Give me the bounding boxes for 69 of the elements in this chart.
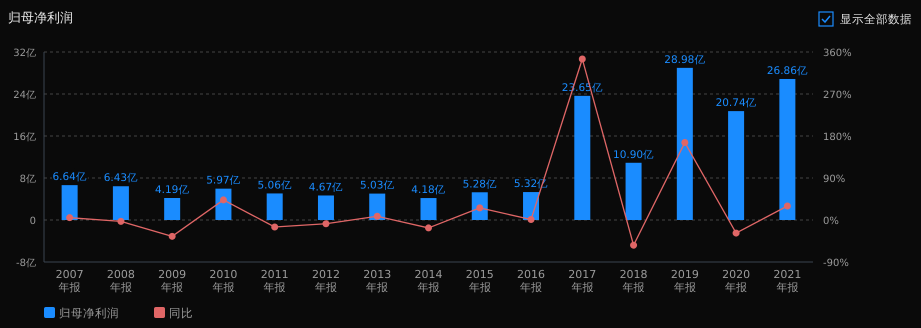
category-label: 2021 年报 (773, 268, 802, 294)
point (117, 218, 124, 225)
data-label: 10.90亿 (613, 148, 654, 161)
category-label: 2014 年报 (414, 268, 442, 294)
bar (574, 96, 590, 220)
category-label: 2019 年报 (670, 268, 699, 294)
y-tick-label: 32亿 (13, 48, 36, 59)
text: 360% (823, 48, 852, 59)
text: 90% (823, 174, 846, 185)
point (322, 220, 330, 228)
bar (420, 198, 436, 220)
data-label: 5.06亿 (258, 179, 292, 192)
text: 270% (823, 90, 852, 101)
category-label: 2009 年报 (158, 268, 186, 294)
data-label: 5.97亿 (206, 174, 241, 187)
data-label: 20.74亿 (716, 97, 757, 110)
point (168, 232, 176, 240)
category-label: 2012 年报 (312, 268, 340, 294)
y-tick-label: 8亿 (20, 174, 36, 185)
point (578, 56, 586, 62)
point (732, 230, 740, 237)
data-label: 28.98亿 (664, 54, 706, 66)
point (425, 224, 432, 232)
category-label: 2020 年报 (722, 268, 750, 294)
y-tick-label: -8亿 (16, 258, 36, 269)
point (528, 216, 535, 224)
bar (62, 185, 78, 220)
bar (676, 68, 693, 220)
y-tick-label: 0 (30, 216, 36, 227)
data-label: 6.43亿 (104, 172, 138, 184)
category-label: 2007 年报 (56, 268, 84, 294)
legend-label: 归母净利润 (59, 306, 119, 320)
bar (112, 186, 129, 220)
category-label: 2013 年报 (363, 268, 392, 294)
bar (728, 111, 744, 220)
text: 0% (823, 216, 839, 227)
bar (779, 78, 796, 220)
text: -90% (823, 258, 849, 269)
bar (318, 195, 334, 220)
bar (626, 162, 642, 220)
category-label: 2011 年报 (260, 268, 289, 294)
text: 180% (823, 132, 852, 143)
data-label: 4.67亿 (308, 181, 344, 194)
point (271, 224, 278, 230)
bar (266, 193, 283, 220)
control-checkbox: 显示全部数据 (818, 11, 912, 27)
chart-title: 归母净利润 (8, 11, 73, 26)
category-label: 2008 年报 (106, 268, 135, 294)
data-label: 26.86亿 (766, 64, 808, 77)
point (374, 212, 381, 220)
point (220, 196, 227, 204)
bar (164, 198, 180, 220)
data-label: 4.18亿 (411, 184, 446, 196)
point (681, 139, 688, 146)
point (630, 242, 638, 249)
category-label: 2017 年报 (568, 268, 596, 294)
y-tick-label: 16亿 (13, 132, 36, 143)
point (66, 214, 74, 222)
category-label: 2018 年报 (620, 268, 648, 294)
legend-label: 同比 (169, 306, 193, 320)
category-label: 2016 年报 (517, 268, 546, 294)
data-label: 5.28亿 (462, 178, 497, 190)
category-label: 2015 年报 (466, 268, 494, 294)
y-tick-label: 24亿 (13, 90, 36, 101)
data-label: 5.03亿 (360, 180, 394, 192)
data-label: 6.64亿 (52, 171, 87, 184)
point (784, 202, 791, 210)
data-label: 4.19亿 (154, 184, 190, 196)
category-label: 2010 年报 (209, 268, 238, 294)
